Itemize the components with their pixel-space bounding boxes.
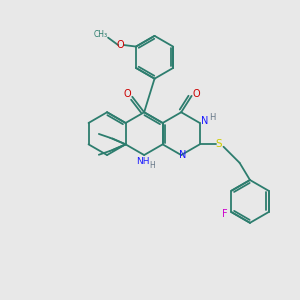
Text: O: O: [123, 89, 131, 99]
Text: NH: NH: [136, 157, 150, 166]
Text: S: S: [216, 139, 222, 149]
Text: H: H: [150, 161, 155, 170]
Text: O: O: [117, 40, 124, 50]
Text: H: H: [209, 113, 215, 122]
Text: N: N: [201, 116, 208, 127]
Text: CH₃: CH₃: [94, 30, 108, 39]
Text: N: N: [179, 150, 186, 160]
Text: F: F: [222, 208, 227, 219]
Text: O: O: [193, 88, 200, 98]
